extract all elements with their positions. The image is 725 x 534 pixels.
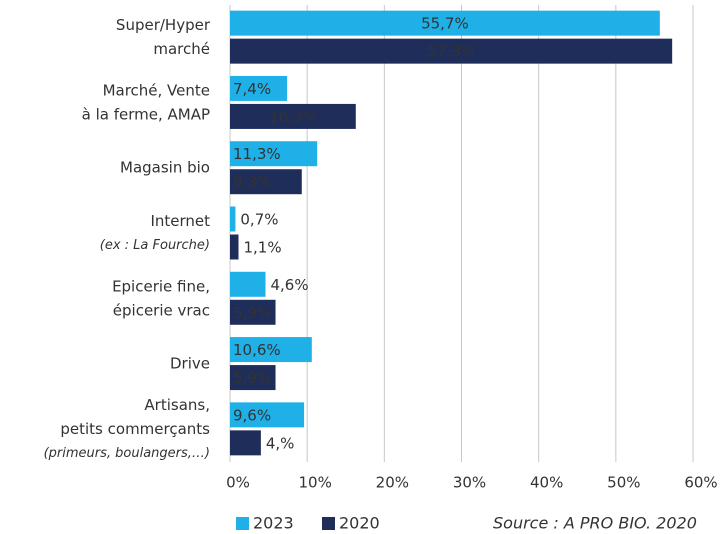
- value-label: 0,7%: [240, 211, 278, 229]
- bar: [230, 206, 236, 232]
- category-label: marché: [153, 40, 210, 58]
- bar: [230, 271, 266, 297]
- value-label: 55,7%: [421, 15, 469, 33]
- value-label: 57,3%: [427, 43, 475, 61]
- value-label: 9,3%: [233, 173, 271, 191]
- category-label: Super/Hyper: [116, 16, 211, 34]
- category-note: (primeurs, boulangers,…): [44, 446, 210, 461]
- value-label: 16,3%: [269, 108, 317, 126]
- x-tick-label: 50%: [607, 474, 640, 492]
- x-tick-label: 40%: [530, 474, 563, 492]
- category-label: Marché, Vente: [103, 81, 210, 99]
- legend-swatch: [236, 517, 249, 530]
- legend-swatch: [322, 517, 335, 530]
- category-label: Artisans,: [144, 396, 210, 414]
- value-label: 10,6%: [233, 341, 281, 359]
- bar: [230, 365, 276, 391]
- category-label: Drive: [170, 355, 210, 373]
- bar: [230, 75, 288, 101]
- bar: [230, 10, 660, 36]
- bar: [230, 234, 239, 260]
- bar: [230, 430, 261, 456]
- category-label: Epicerie fine,: [112, 277, 210, 295]
- value-label: 4,%: [266, 434, 295, 452]
- value-label: 7,4%: [233, 80, 271, 98]
- category-label: Magasin bio: [120, 159, 210, 177]
- x-tick-label: 60%: [684, 474, 717, 492]
- x-tick-label: 10%: [298, 474, 331, 492]
- category-label: Internet: [150, 212, 210, 230]
- value-label: 9,6%: [233, 406, 271, 424]
- x-tick-label: 30%: [453, 474, 486, 492]
- category-label: petits commerçants: [60, 420, 210, 438]
- bar: [230, 169, 302, 195]
- value-label: 5,9%: [233, 369, 271, 387]
- category-note: (ex : La Fourche): [100, 238, 210, 253]
- value-label: 4,6%: [270, 276, 308, 294]
- category-label: épicerie vrac: [113, 301, 210, 319]
- bar: [230, 103, 356, 129]
- value-label: 5,9%: [233, 304, 271, 322]
- value-label: 11,3%: [233, 145, 281, 163]
- bar: [230, 38, 673, 64]
- x-tick-label: 0%: [226, 474, 250, 492]
- bar: [230, 337, 312, 363]
- value-label: 1,1%: [243, 239, 281, 257]
- bar: [230, 402, 305, 428]
- legend-label: 2020: [339, 514, 380, 533]
- category-label: à la ferme, AMAP: [82, 105, 210, 123]
- x-tick-label: 20%: [376, 474, 409, 492]
- legend-label: 2023: [253, 514, 294, 533]
- bar: [230, 299, 276, 325]
- bar: [230, 141, 318, 167]
- source: Source : A PRO BIO. 2020: [493, 514, 697, 533]
